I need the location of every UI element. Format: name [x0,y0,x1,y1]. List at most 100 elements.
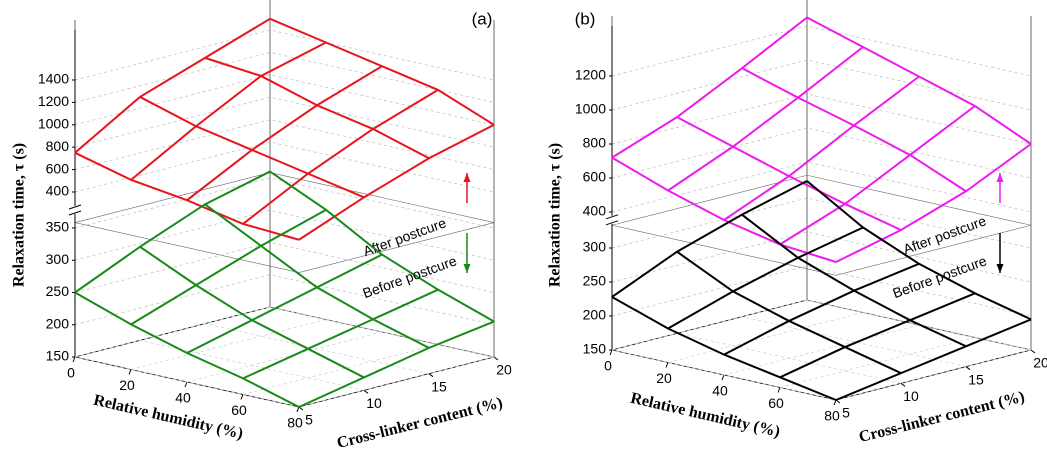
y-axis-label: Cross-linker content (%) [857,388,1026,446]
y-tick-label: 15 [968,371,984,387]
grid-line [74,306,495,358]
arrow-head [996,264,1004,273]
surface-line [667,226,864,330]
panel: 150 200 250 300 350 400 600 800 1000 1200 1400 0 20 4… [11,0,512,452]
grid-line [74,52,495,103]
surface-line [242,288,439,380]
grid-line [611,127,1032,179]
axis-break [69,206,81,214]
grid-line [269,306,495,358]
x-tick [665,362,669,368]
y-tick [1030,349,1036,354]
surface-line [806,180,1032,321]
grid-line [139,339,365,391]
grid-line [74,274,495,326]
y-tick-label: 5 [305,412,313,428]
surface-line [298,320,495,408]
surface-line [130,41,327,181]
surface-line [676,250,902,375]
y-axis-label: Cross-linker content (%) [335,394,504,452]
z-tick-label: 400 [583,203,607,219]
grid-line [74,242,495,293]
y-tick [363,389,369,394]
grid-line [611,59,1032,111]
axis-break-mark [68,204,82,210]
z-tick-label: 300 [46,251,70,267]
z-tick-label: 350 [46,219,70,235]
z-tick-label: 200 [583,307,607,323]
surface-line [242,89,439,225]
z-tick-label: 1400 [38,71,69,87]
grid-line [667,312,864,363]
grid-line [611,197,1032,249]
y-tick [493,356,499,361]
axis-break [606,215,618,224]
y-tick [900,382,906,387]
grid-line [741,316,967,368]
surface-line [139,96,365,199]
surface-line [611,296,837,401]
series-label: After postcure [901,212,989,257]
surface-line [611,180,808,298]
x-tick [72,356,76,363]
z-axis-label: Relaxation time, τ (s) [547,143,564,287]
surface-line [204,203,430,349]
surface-line [74,17,271,154]
surface-line [298,123,495,241]
x-tick-label: 40 [175,390,191,406]
surface-line [186,253,383,354]
break-plane [74,172,495,273]
panel-label: (a) [472,9,493,28]
x-tick [609,349,613,356]
x-axis-label: Relative humidity (%) [92,392,245,443]
surface-line [835,143,1032,263]
panel-label: (b) [575,9,596,28]
z-tick-label: 400 [46,183,70,199]
surface-line [723,75,920,221]
y-tick-label: 20 [1033,355,1047,371]
x-tick-label: 20 [119,377,135,393]
x-tick [240,394,244,400]
y-tick-label: 15 [431,378,447,394]
y-tick-label: 10 [903,388,919,404]
y-tick-label: 5 [842,405,850,421]
grid-line [74,209,495,261]
axis-break-mark [68,210,82,216]
grid-line [74,29,495,81]
z-tick-label: 600 [46,160,70,176]
panel: 150 200 250 300 400 600 800 1000 1200 0 20 40 60 80 5 1… [547,0,1047,446]
x-tick [721,374,725,381]
x-tick [777,387,781,393]
y-tick [965,366,971,371]
x-tick [128,369,132,375]
surface-line [186,65,383,201]
grid-line [611,93,1032,145]
grid-line [130,319,327,370]
z-tick-label: 800 [46,138,70,154]
x-tick-label: 80 [287,415,303,431]
surface-line [269,170,495,323]
z-axis-label: Relaxation time, τ (s) [11,143,28,287]
surface-line [741,67,967,193]
grid-line [611,265,1032,317]
surface-line [204,56,430,160]
arrow-head [996,173,1004,182]
z-tick-label: 200 [46,315,70,331]
surface-line [74,291,300,408]
z-tick-label: 1200 [38,93,69,109]
surface-line [779,105,976,246]
surface-line [611,156,837,263]
y-tick-label: 20 [496,362,512,378]
grid-line [611,349,837,401]
y-tick-label: 10 [366,395,382,411]
surface-line [269,17,495,126]
surface-line [611,16,808,159]
surface-line [130,208,327,326]
x-tick [296,406,300,413]
z-tick-label: 1200 [575,67,606,83]
break-plane [611,174,1032,276]
grid-line [611,25,1032,77]
z-tick-label: 1000 [38,116,69,132]
z-tick-label: 250 [583,273,607,289]
